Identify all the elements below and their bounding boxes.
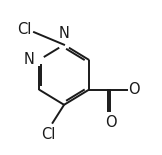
Text: N: N [23,52,34,67]
Text: N: N [59,26,69,41]
Text: O: O [105,115,116,130]
Text: O: O [128,82,140,97]
Text: Cl: Cl [42,127,56,142]
Text: Cl: Cl [17,22,32,38]
